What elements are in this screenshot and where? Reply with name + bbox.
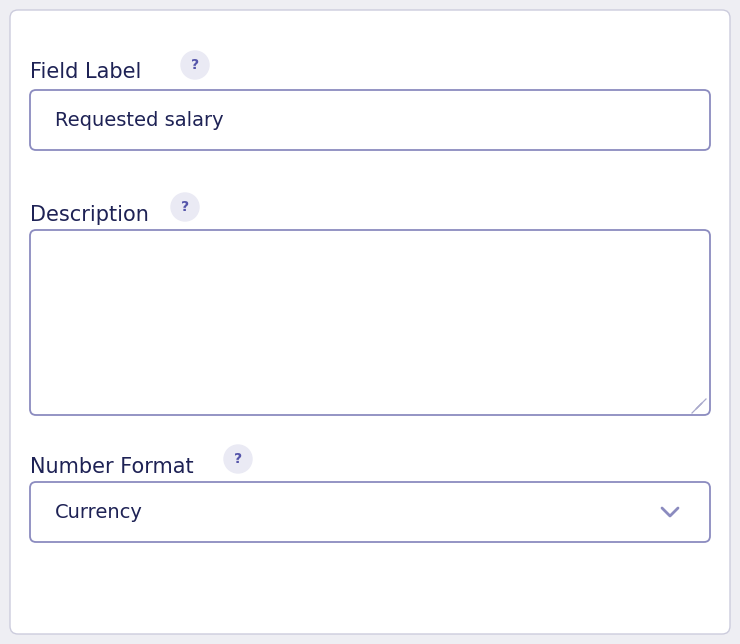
- Text: Field Label: Field Label: [30, 62, 141, 82]
- Circle shape: [224, 445, 252, 473]
- Text: Number Format: Number Format: [30, 457, 194, 477]
- FancyBboxPatch shape: [30, 90, 710, 150]
- Circle shape: [181, 51, 209, 79]
- Text: ?: ?: [191, 58, 199, 72]
- Text: Description: Description: [30, 205, 149, 225]
- FancyBboxPatch shape: [30, 482, 710, 542]
- Text: Requested salary: Requested salary: [55, 111, 223, 129]
- Text: ?: ?: [234, 452, 242, 466]
- Circle shape: [171, 193, 199, 221]
- FancyBboxPatch shape: [30, 230, 710, 415]
- FancyBboxPatch shape: [10, 10, 730, 634]
- Text: Currency: Currency: [55, 502, 143, 522]
- Text: ?: ?: [181, 200, 189, 214]
